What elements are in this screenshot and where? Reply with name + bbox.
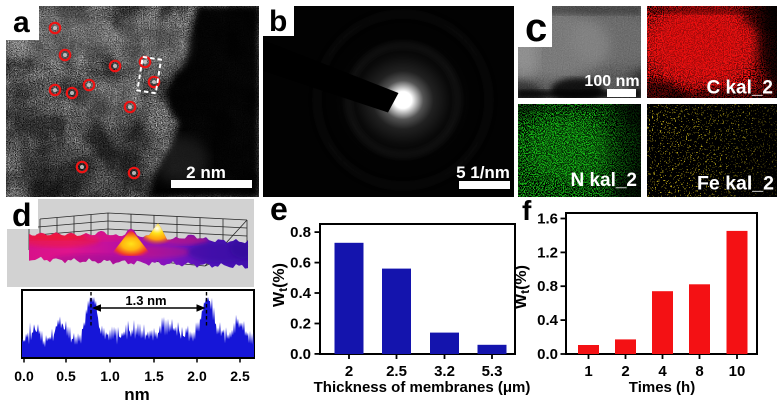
- svg-text:f: f: [522, 195, 532, 226]
- svg-text:0.6: 0.6: [290, 255, 311, 272]
- svg-text:100 nm: 100 nm: [584, 73, 639, 90]
- svg-text:nm: nm: [124, 385, 150, 404]
- svg-text:0.8: 0.8: [537, 278, 558, 295]
- svg-text:Wt(%): Wt(%): [271, 263, 290, 307]
- svg-text:1: 1: [584, 363, 592, 380]
- svg-text:8: 8: [695, 363, 703, 380]
- svg-text:1.0: 1.0: [100, 368, 120, 384]
- svg-text:0.5: 0.5: [56, 368, 76, 384]
- svg-text:1.5: 1.5: [144, 368, 164, 384]
- svg-text:0.4: 0.4: [290, 285, 312, 302]
- svg-text:C kal_2: C kal_2: [706, 78, 773, 99]
- svg-text:2.5: 2.5: [230, 368, 250, 384]
- svg-text:2.0: 2.0: [187, 368, 207, 384]
- svg-text:0.0: 0.0: [14, 368, 34, 384]
- svg-text:Thickness of membranes (μm): Thickness of membranes (μm): [314, 379, 531, 396]
- svg-text:3.2: 3.2: [434, 363, 455, 380]
- svg-text:5 1/nm: 5 1/nm: [456, 163, 510, 182]
- svg-text:Fe kal_2: Fe kal_2: [697, 173, 774, 195]
- svg-text:Times (h): Times (h): [629, 379, 695, 396]
- svg-text:10: 10: [729, 363, 746, 380]
- svg-text:d: d: [12, 197, 32, 233]
- svg-text:5.3: 5.3: [482, 363, 503, 380]
- svg-text:2: 2: [621, 363, 629, 380]
- svg-text:1.6: 1.6: [537, 211, 558, 228]
- svg-text:2 nm: 2 nm: [186, 163, 226, 182]
- svg-text:N kal_2: N kal_2: [570, 170, 637, 191]
- svg-text:2.5: 2.5: [386, 363, 407, 380]
- svg-text:0.0: 0.0: [537, 346, 558, 363]
- svg-text:Wt(%): Wt(%): [513, 265, 532, 309]
- svg-text:b: b: [269, 5, 287, 38]
- svg-text:4: 4: [658, 363, 667, 380]
- svg-text:0.4: 0.4: [537, 312, 559, 329]
- svg-text:c: c: [525, 6, 547, 50]
- svg-text:2: 2: [345, 363, 353, 380]
- svg-text:e: e: [270, 191, 288, 227]
- svg-text:0.2: 0.2: [290, 316, 311, 333]
- svg-text:1.2: 1.2: [537, 244, 558, 261]
- svg-text:0.8: 0.8: [290, 224, 311, 241]
- svg-text:a: a: [13, 6, 30, 39]
- svg-text:0.0: 0.0: [290, 346, 311, 363]
- svg-text:1.3 nm: 1.3 nm: [125, 293, 166, 308]
